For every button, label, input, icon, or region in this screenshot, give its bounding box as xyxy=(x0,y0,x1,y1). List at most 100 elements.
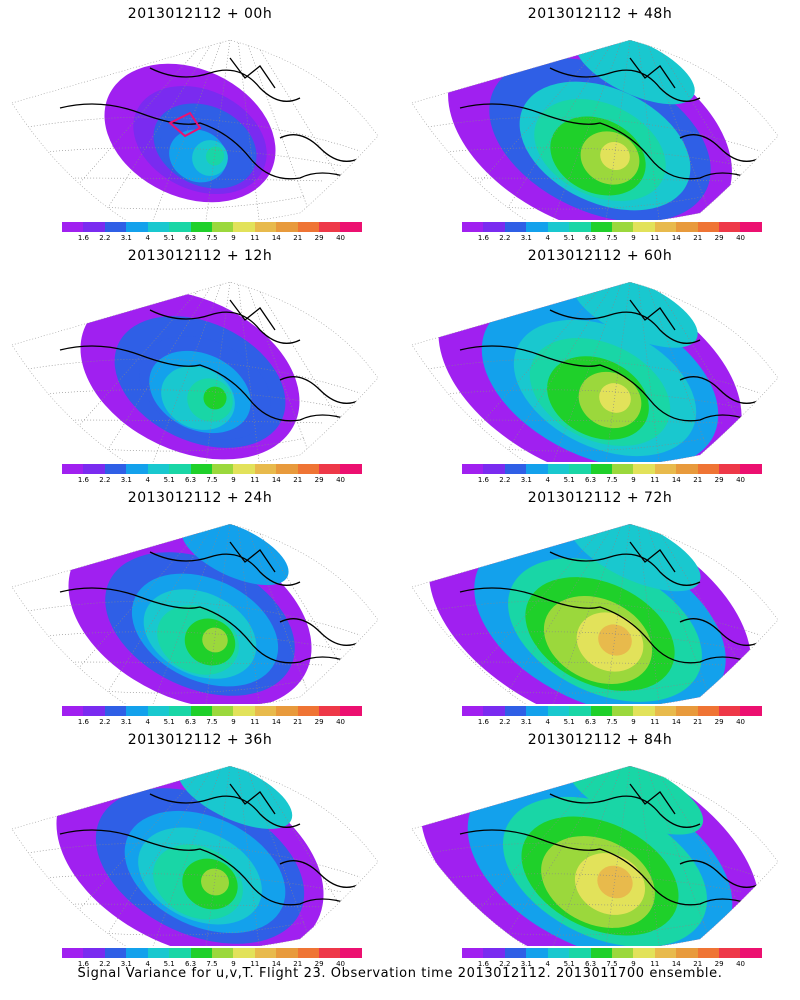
graticule-line xyxy=(31,631,343,651)
colorbar-tick-label: 3.1 xyxy=(520,960,532,968)
colorbar-cell xyxy=(190,706,212,716)
colorbar-cell xyxy=(483,948,505,958)
colorbar-cell xyxy=(147,948,170,958)
colorbar-cell xyxy=(297,464,320,474)
colorbar-tick-label: 29 xyxy=(314,718,324,726)
colorbar-cell xyxy=(211,464,234,474)
colorbar-cell xyxy=(654,706,677,716)
colorbar-cell xyxy=(169,948,191,958)
colorbar-tick-label: 7.5 xyxy=(206,960,218,968)
panel-title: 2013012112 + 24h xyxy=(127,490,273,506)
colorbar-cell xyxy=(276,222,298,232)
colorbar-tick-label: 29 xyxy=(314,234,324,242)
graticule-line xyxy=(21,842,361,878)
colorbar-tick-label: 14 xyxy=(671,718,681,726)
colorbar-cell xyxy=(569,948,591,958)
colorbar-cell xyxy=(504,706,527,716)
colorbar-tick-label: 1.6 xyxy=(77,234,89,242)
colorbar-cell xyxy=(654,222,677,232)
colorbar xyxy=(462,948,762,958)
colorbar-tick-label: 3.1 xyxy=(120,234,132,242)
colorbar-tick-label: 29 xyxy=(714,718,724,726)
domain-boundary xyxy=(11,765,379,946)
flight-track xyxy=(168,111,202,138)
colorbar-cell xyxy=(547,222,570,232)
variance-map xyxy=(411,523,779,704)
panel-title: 2013012112 + 00h xyxy=(127,6,273,22)
colorbar-tick-label: 29 xyxy=(714,234,724,242)
colorbar-tick-label: 4 xyxy=(145,718,150,726)
colorbar-cell xyxy=(233,222,255,232)
colorbar xyxy=(62,948,362,958)
colorbar-cell xyxy=(254,464,277,474)
colorbar-tick-label: 7.5 xyxy=(206,476,218,484)
colorbar-cell xyxy=(62,464,84,474)
colorbar-cell xyxy=(233,948,255,958)
colorbar-tick-label: 6.3 xyxy=(584,960,597,968)
graticule-line xyxy=(494,766,615,946)
colorbar-tick-label: 5.1 xyxy=(563,718,575,726)
colorbar-tick-label: 40 xyxy=(336,234,346,242)
panel-title: 2013012112 + 84h xyxy=(527,732,673,748)
colorbar-cell xyxy=(611,464,634,474)
graticule-line xyxy=(149,524,223,704)
colorbar-cell xyxy=(611,222,634,232)
graticule-line xyxy=(245,282,316,462)
colorbar-ticks: 1.6 2.2 3.1 4 5.1 6.3 7.5 9 11 14 21 29 40 xyxy=(462,960,762,970)
colorbar-cell xyxy=(504,948,527,958)
colorbar-cell xyxy=(633,706,655,716)
colorbar-tick-label: 5.1 xyxy=(563,234,575,242)
colorbar-tick-label: 4 xyxy=(545,960,550,968)
colorbar-cell xyxy=(126,948,148,958)
colorbar-tick-label: 9 xyxy=(631,476,636,484)
colorbar-tick-label: 3.1 xyxy=(520,234,532,242)
colorbar-cell xyxy=(740,706,762,716)
variance-contour xyxy=(181,524,289,586)
colorbar xyxy=(62,464,362,474)
colorbar-tick-label: 40 xyxy=(736,234,746,242)
colorbar-cell xyxy=(697,706,720,716)
graticule-line xyxy=(41,903,325,908)
colorbar-tick-label: 11 xyxy=(650,960,660,968)
graticule-line xyxy=(41,661,325,666)
colorbar-tick-label: 40 xyxy=(736,960,746,968)
colorbar-cell xyxy=(526,706,548,716)
colorbar-cell xyxy=(697,948,720,958)
colorbar-cell xyxy=(340,464,362,474)
variance-map xyxy=(411,281,779,462)
colorbar-cell xyxy=(83,706,105,716)
colorbar-tick-label: 9 xyxy=(631,234,636,242)
graticule-line xyxy=(441,661,725,666)
colorbar-cell xyxy=(297,948,320,958)
colorbar-tick-label: 14 xyxy=(271,476,281,484)
colorbar-tick-label: 2.2 xyxy=(99,476,111,484)
graticule-line xyxy=(645,766,716,946)
graticule-line xyxy=(41,419,325,424)
colorbar-cell xyxy=(719,464,741,474)
graticule-line xyxy=(253,766,371,946)
graticule-line xyxy=(149,282,223,462)
variance-contour xyxy=(203,386,227,410)
graticule-line xyxy=(94,282,215,462)
colorbar-cell xyxy=(526,948,548,958)
colorbar-tick-label: 14 xyxy=(671,960,681,968)
colorbar-tick-label: 4 xyxy=(545,476,550,484)
graticule-line xyxy=(245,524,316,704)
colorbar-cell xyxy=(719,706,741,716)
colorbar-cell xyxy=(654,948,677,958)
graticule-line xyxy=(41,177,325,182)
graticule-line xyxy=(653,282,771,462)
colorbar-tick-label: 6.3 xyxy=(184,234,197,242)
graticule-line xyxy=(21,358,361,394)
graticule-line xyxy=(253,40,371,220)
colorbar-tick-label: 4 xyxy=(145,476,150,484)
colorbar-tick-label: 2.2 xyxy=(99,234,111,242)
graticule-line xyxy=(549,766,623,946)
colorbar-cell xyxy=(147,464,170,474)
colorbar-cell xyxy=(526,222,548,232)
colorbar-tick-label: 29 xyxy=(314,476,324,484)
colorbar-tick-label: 9 xyxy=(631,960,636,968)
domain-boundary xyxy=(11,39,379,220)
colorbar-tick-label: 40 xyxy=(336,476,346,484)
colorbar-tick-label: 7.5 xyxy=(206,718,218,726)
